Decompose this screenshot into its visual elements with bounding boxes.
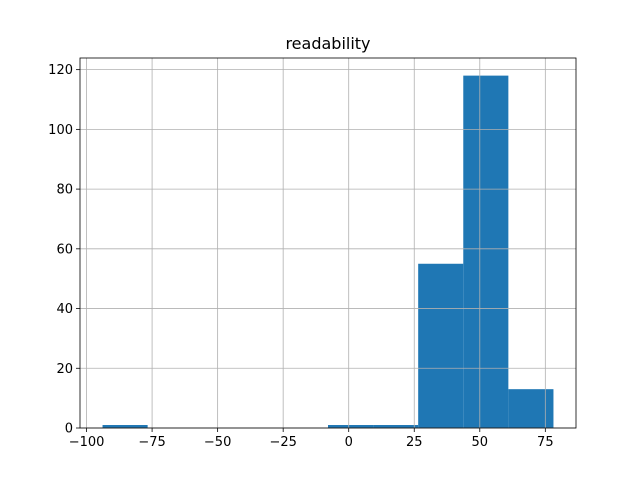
- bar: [373, 425, 419, 428]
- y-tick-label: 80: [56, 183, 73, 198]
- y-tick-label: 60: [56, 242, 73, 257]
- x-tick-label: 75: [537, 435, 554, 450]
- axes-frame: [79, 57, 577, 429]
- y-tick-label: 0: [65, 422, 73, 437]
- bar: [508, 389, 554, 428]
- y-tick-label: 20: [56, 362, 73, 377]
- x-tick-label: −25: [269, 435, 296, 450]
- x-tick-label: 0: [345, 435, 353, 450]
- y-tick-label: 120: [48, 63, 73, 78]
- x-tick-label: 50: [472, 435, 489, 450]
- x-tick-label: 25: [406, 435, 423, 450]
- bar: [463, 75, 509, 428]
- bar: [328, 425, 374, 428]
- x-tick-label: −100: [69, 435, 105, 450]
- y-tick-label: 40: [56, 302, 73, 317]
- x-tick-label: −75: [138, 435, 165, 450]
- bar: [102, 425, 148, 428]
- y-tick-label: 100: [48, 123, 73, 138]
- chart-title: readability: [285, 34, 370, 53]
- bar: [418, 263, 464, 428]
- x-tick-label: −50: [204, 435, 231, 450]
